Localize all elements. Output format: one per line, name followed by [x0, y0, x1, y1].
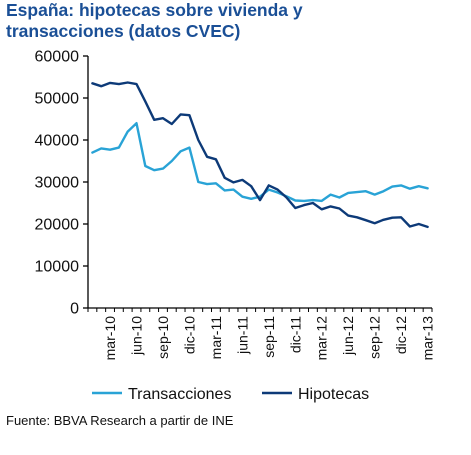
x-tick-label: sep-11: [261, 316, 277, 358]
series-line-hipotecas: [91, 81, 429, 229]
x-tick-label: mar-12: [314, 316, 330, 361]
chart-title-line-1: España: hipotecas sobre vivienda y: [6, 0, 303, 20]
x-tick-label: sep-10: [155, 316, 171, 359]
x-tick-label: dic-10: [181, 316, 197, 354]
y-tick-label: 60000: [35, 49, 80, 66]
series-lines: [91, 81, 429, 229]
chart-title-line-2: transacciones (datos CVEC): [6, 21, 241, 41]
y-tick-label: 30000: [35, 175, 80, 192]
x-tick-label: jun-11: [234, 316, 250, 355]
source-note: Fuente: BBVA Research a partir de INE: [6, 413, 234, 428]
y-tick-label: 50000: [35, 91, 80, 108]
y-tick-label: 10000: [35, 259, 80, 276]
x-tick-label: dic-11: [287, 316, 303, 353]
y-axis: 0 10000 20000 30000 40000 50000 60000: [35, 49, 89, 318]
x-axis: mar-10 jun-10 sep-10 dic-10 mar-11 jun-11 sep-…: [87, 307, 436, 361]
x-tick-label: sep-12: [367, 316, 383, 359]
line-chart: 0 10000 20000 30000 40000 50000 60000 mar-10 ju…: [35, 49, 436, 404]
legend-label-transacciones: Transacciones: [128, 386, 231, 403]
y-tick-label: 20000: [35, 217, 80, 234]
y-tick-label: 40000: [35, 133, 80, 150]
x-tick-label: jun-10: [129, 316, 145, 356]
series-line-transacciones: [91, 121, 429, 203]
chart-title: España: hipotecas sobre vivienda y trans…: [6, 0, 466, 42]
x-tick-label: mar-13: [420, 316, 436, 361]
x-tick-label: mar-10: [102, 316, 118, 361]
y-tick-label: 0: [70, 301, 79, 318]
legend: Transacciones Hipotecas: [92, 386, 369, 403]
x-tick-label: jun-12: [340, 316, 356, 356]
legend-label-hipotecas: Hipotecas: [298, 386, 369, 403]
x-tick-label: dic-12: [393, 316, 409, 354]
x-tick-label: mar-11: [208, 316, 224, 360]
